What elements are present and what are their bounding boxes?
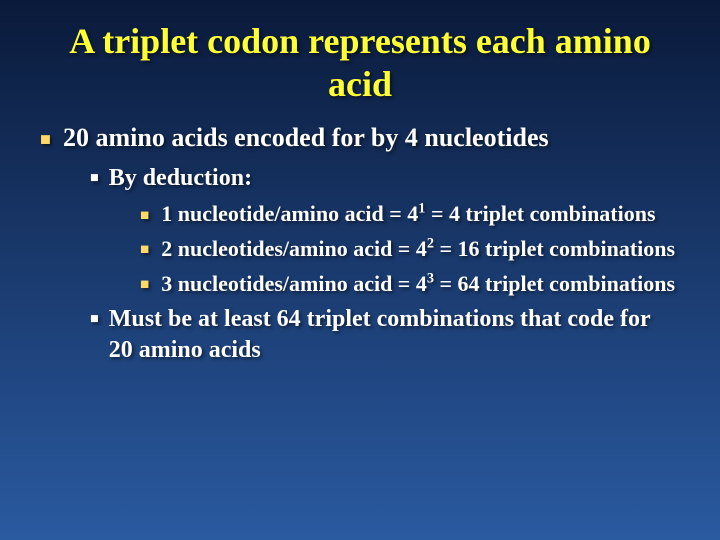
slide-content: ■ 20 amino acids encoded for by 4 nucleo… [40, 121, 680, 366]
bullet-icon: ■ [40, 128, 51, 152]
bullet-icon: ■ [140, 275, 149, 295]
list-item: ■ Must be at least 64 triplet combinatio… [90, 304, 680, 366]
bullet-text: 2 nucleotides/amino acid = 42 = 16 tripl… [161, 235, 680, 264]
bullet-text: By deduction: [109, 163, 680, 194]
slide-title: A triplet codon represents each amino ac… [40, 20, 680, 106]
bullet-text: 1 nucleotide/amino acid = 41 = 4 triplet… [161, 200, 680, 229]
list-item: ■ 3 nucleotides/amino acid = 43 = 64 tri… [140, 270, 680, 299]
list-item: ■ 1 nucleotide/amino acid = 41 = 4 tripl… [140, 200, 680, 229]
bullet-icon: ■ [140, 206, 149, 226]
bullet-icon: ■ [90, 310, 99, 329]
bullet-text: Must be at least 64 triplet combinations… [109, 304, 680, 366]
bullet-text: 20 amino acids encoded for by 4 nucleoti… [63, 121, 680, 155]
bullet-text: 3 nucleotides/amino acid = 43 = 64 tripl… [161, 270, 680, 299]
bullet-icon: ■ [90, 169, 99, 188]
bullet-icon: ■ [140, 240, 149, 260]
list-item: ■ By deduction: [90, 163, 680, 194]
list-item: ■ 20 amino acids encoded for by 4 nucleo… [40, 121, 680, 155]
list-item: ■ 2 nucleotides/amino acid = 42 = 16 tri… [140, 235, 680, 264]
slide-container: A triplet codon represents each amino ac… [0, 0, 720, 540]
